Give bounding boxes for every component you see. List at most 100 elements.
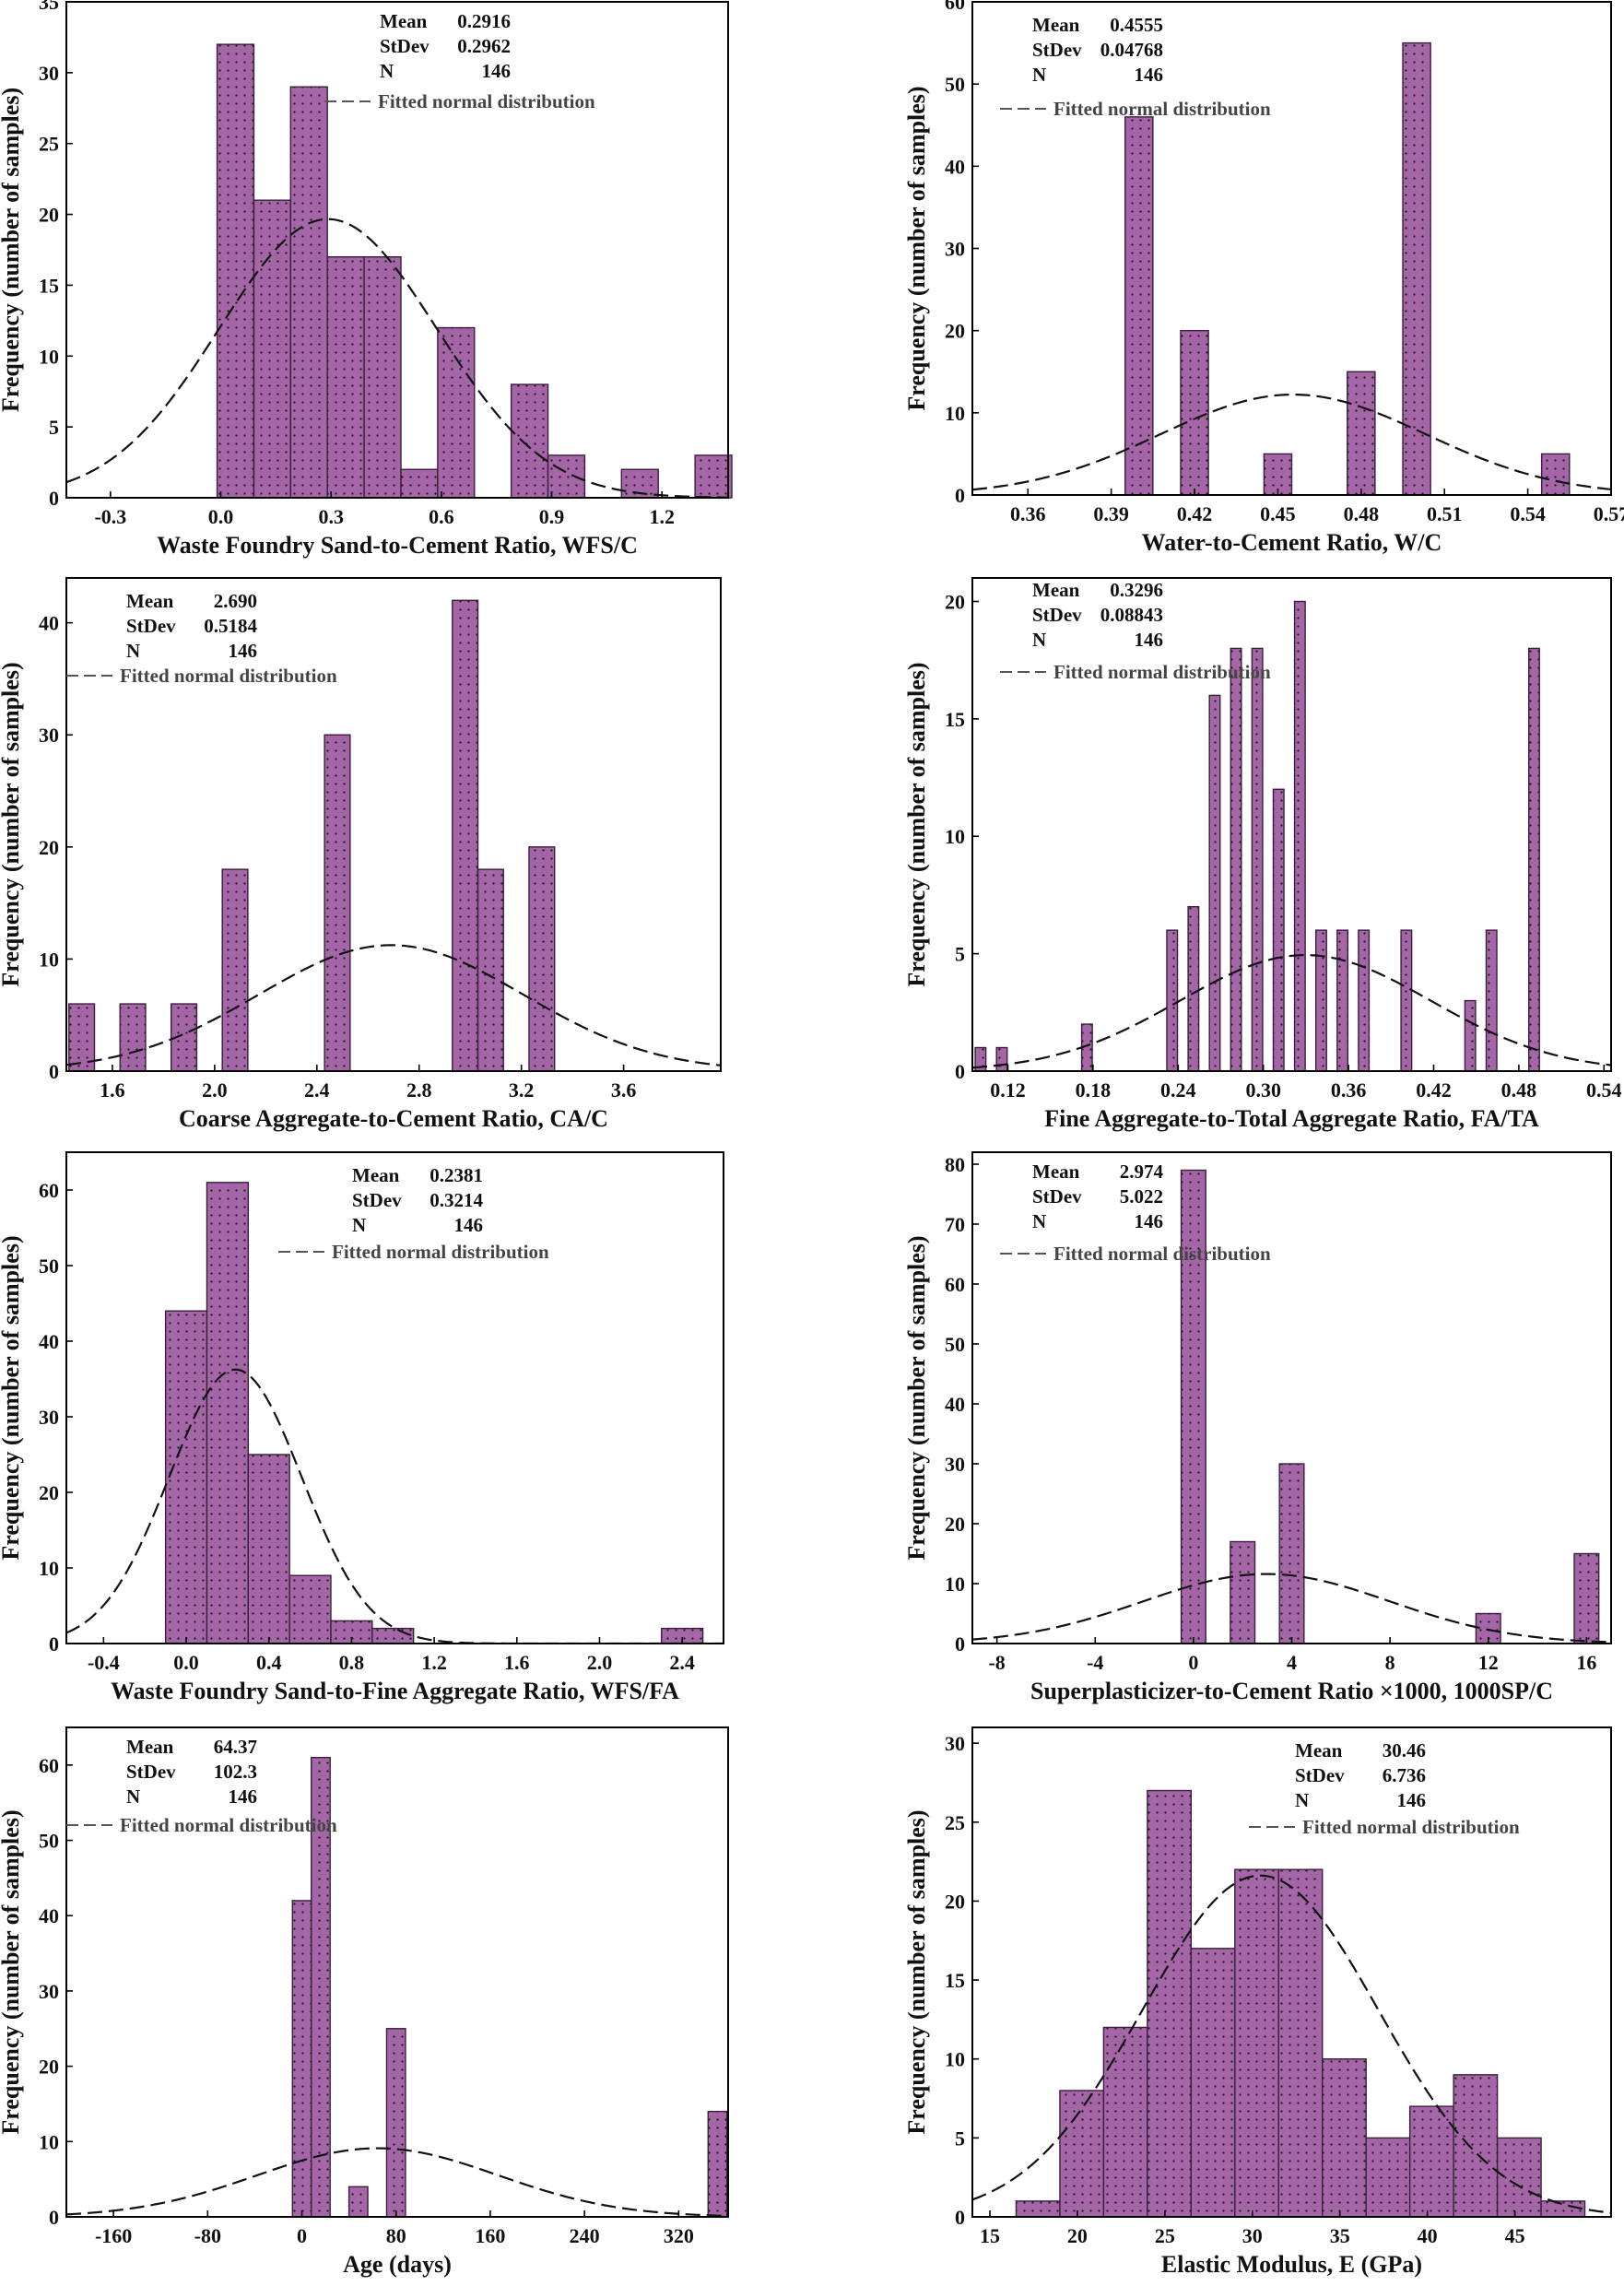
x-tick-label: 0.24 xyxy=(1160,1078,1196,1102)
stat-mean-label: Mean xyxy=(1295,1739,1343,1762)
x-tick-label: 0.42 xyxy=(1177,502,1213,525)
x-tick-label: 0.9 xyxy=(539,505,565,528)
x-tick-label: 0.0 xyxy=(173,1651,199,1674)
y-tick-label: 30 xyxy=(945,238,965,261)
y-tick-label: 10 xyxy=(39,345,59,368)
y-tick-label: 15 xyxy=(945,708,965,731)
histogram-bar xyxy=(1540,453,1571,496)
legend-label: Fitted normal distribution xyxy=(1053,661,1271,683)
stat-mean-label: Mean xyxy=(1032,14,1080,36)
x-tick-label: 30 xyxy=(1242,2224,1263,2247)
histogram-bar xyxy=(1015,2200,1061,2218)
stat-stdev-label: StDev xyxy=(1295,1764,1345,1786)
x-axis-label: Waste Foundry Sand-to-Fine Aggregate Rat… xyxy=(111,1678,679,1704)
histogram-bar xyxy=(1277,1868,1324,2218)
y-tick-label: 70 xyxy=(945,1213,965,1236)
histogram-bar xyxy=(1336,929,1349,1072)
x-tick-label: 2.0 xyxy=(587,1651,613,1674)
histogram-panel-2: 0.36 0.39 0.42 0.45 0.48 0.51 0.54 0.57 0 10 20 30 4… xyxy=(903,0,1624,556)
y-tick-label: 0 xyxy=(955,2206,965,2229)
legend-label: Fitted normal distribution xyxy=(1053,1243,1271,1265)
histogram-bar xyxy=(326,255,365,499)
stat-n-value: 146 xyxy=(454,1214,484,1236)
x-tick-label: 0.4 xyxy=(256,1651,282,1674)
histogram-bar xyxy=(1347,371,1376,496)
y-tick-label: 10 xyxy=(945,825,965,848)
y-axis-label: Frequency (number of samples) xyxy=(903,1809,930,2134)
histogram-bar xyxy=(1400,929,1413,1072)
histogram-bar xyxy=(1365,2137,1411,2218)
x-tick-label: 0.54 xyxy=(1510,502,1546,525)
stat-mean-value: 2.974 xyxy=(1120,1161,1164,1183)
stat-stdev-value: 0.04768 xyxy=(1100,39,1163,61)
x-tick-label: 4 xyxy=(1287,1651,1297,1674)
stat-n-label: N xyxy=(126,640,140,662)
stat-mean-value: 30.46 xyxy=(1383,1739,1426,1762)
x-tick-label: 1.6 xyxy=(100,1078,125,1102)
y-tick-label: 30 xyxy=(39,1980,59,2003)
y-tick-label: 5 xyxy=(955,2127,965,2150)
y-axis-label: Frequency (number of samples) xyxy=(0,662,24,986)
legend-label: Fitted normal distribution xyxy=(1053,98,1271,120)
histogram-bar xyxy=(1527,647,1540,1072)
x-tick-label: -8 xyxy=(988,1651,1005,1674)
x-tick-label: 240 xyxy=(570,2224,600,2247)
stat-mean-label: Mean xyxy=(1032,1161,1080,1183)
histogram-bar xyxy=(694,454,733,499)
histogram-bar xyxy=(452,599,479,1072)
histogram-bar xyxy=(1272,788,1285,1072)
legend-label: Fitted normal distribution xyxy=(332,1241,549,1263)
histogram-bar xyxy=(206,1182,250,1644)
y-tick-label: 0 xyxy=(955,1060,965,1083)
fitted-normal-curve xyxy=(972,393,1611,491)
x-tick-label: -0.4 xyxy=(88,1651,120,1674)
histogram-bar xyxy=(253,199,292,499)
x-tick-label: 0.3 xyxy=(318,505,344,528)
x-tick-label: -4 xyxy=(1087,1651,1103,1674)
stat-stdev-value: 6.736 xyxy=(1383,1764,1426,1786)
histogram-bar xyxy=(1230,647,1242,1072)
y-tick-label: 50 xyxy=(39,1255,59,1278)
x-tick-label: 0.48 xyxy=(1344,502,1380,525)
histogram-bar xyxy=(1059,2090,1105,2218)
x-tick-label: 3.6 xyxy=(611,1078,637,1102)
x-axis-label: Age (days) xyxy=(343,2251,452,2278)
x-tick-label: 160 xyxy=(475,2224,505,2247)
y-axis-label: Frequency (number of samples) xyxy=(903,662,930,986)
y-tick-label: 40 xyxy=(39,612,59,635)
stat-mean-value: 0.3296 xyxy=(1110,579,1163,601)
x-tick-label: 0 xyxy=(1188,1651,1198,1674)
histogram-bar xyxy=(1208,694,1221,1072)
legend-label: Fitted normal distribution xyxy=(1302,1816,1520,1838)
x-tick-label: 1.6 xyxy=(504,1651,530,1674)
stat-n-value: 146 xyxy=(1135,1210,1164,1232)
x-tick-label: 3.2 xyxy=(509,1078,535,1102)
y-tick-label: 0 xyxy=(955,1632,965,1656)
stat-mean-label: Mean xyxy=(126,590,174,612)
stat-n-value: 146 xyxy=(482,60,512,82)
histogram-bar xyxy=(1234,1868,1279,2218)
histogram-bar xyxy=(1314,929,1327,1072)
fitted-normal-curve xyxy=(972,1573,1611,1644)
y-tick-label: 20 xyxy=(945,1513,965,1536)
histogram-bar xyxy=(1322,2058,1367,2218)
x-tick-label: -160 xyxy=(95,2224,132,2247)
stat-stdev-label: StDev xyxy=(380,35,430,57)
fitted-normal-curve xyxy=(66,218,728,498)
histogram-bar xyxy=(547,454,586,499)
stat-mean-label: Mean xyxy=(352,1164,400,1186)
x-tick-label: 0.18 xyxy=(1076,1078,1112,1102)
x-tick-label: 2.4 xyxy=(304,1078,330,1102)
plot-frame xyxy=(971,1726,1612,2218)
y-axis-label: Frequency (number of samples) xyxy=(0,1809,24,2134)
y-tick-label: 40 xyxy=(945,155,965,178)
x-tick-label: 0 xyxy=(297,2224,307,2247)
histogram-bar xyxy=(1166,929,1179,1072)
stat-stdev-value: 0.08843 xyxy=(1100,604,1163,626)
histogram-bar xyxy=(1180,1169,1206,1644)
histogram-bar xyxy=(1180,329,1209,496)
fitted-normal-curve xyxy=(66,2147,728,2217)
histogram-bar xyxy=(1263,453,1293,496)
y-tick-label: 20 xyxy=(39,2056,59,2079)
histogram-bar xyxy=(347,2186,369,2218)
